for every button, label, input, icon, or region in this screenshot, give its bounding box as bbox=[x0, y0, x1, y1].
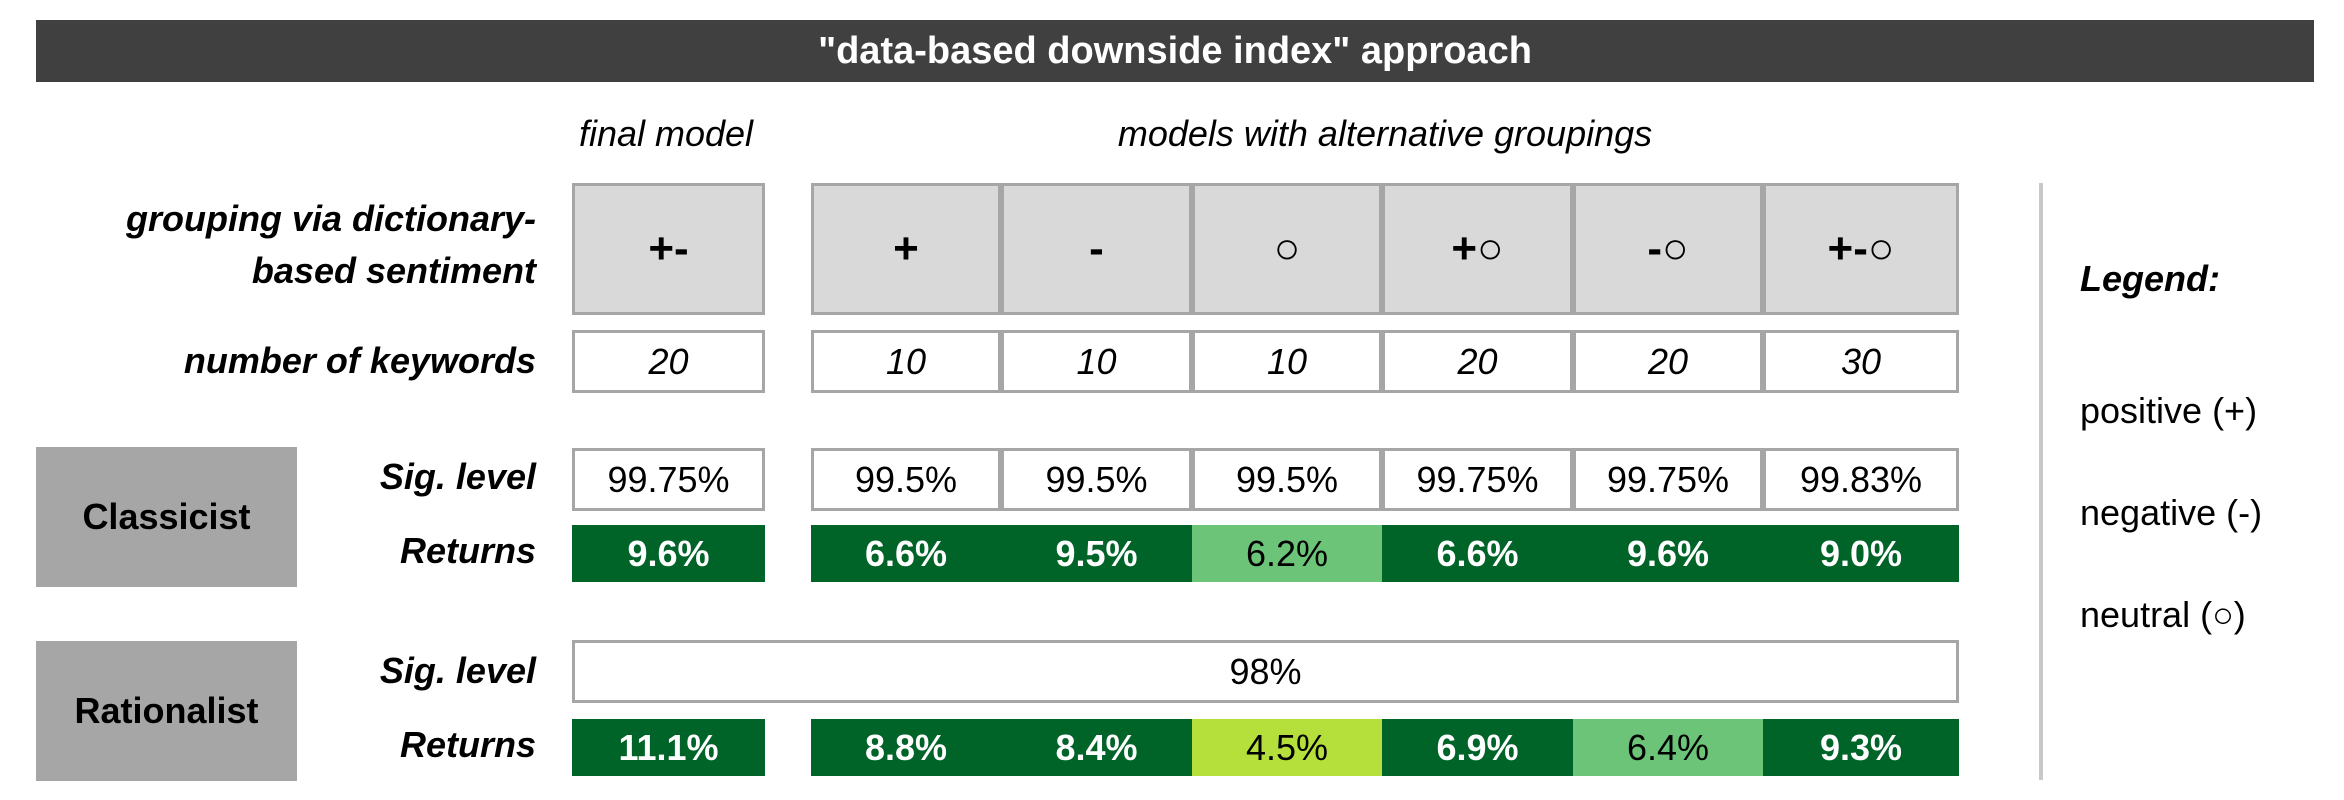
rationalist-sig-label: Sig. level bbox=[379, 650, 536, 691]
legend-title: Legend: bbox=[2080, 258, 2220, 299]
classicist-returns-cell: 6.6% bbox=[811, 525, 1001, 582]
classicist-returns-cell: 9.5% bbox=[1001, 525, 1192, 582]
rationalist-returns-cell: 4.5% bbox=[1192, 719, 1382, 776]
classicist-sig-level-cell: 99.83% bbox=[1763, 448, 1959, 511]
keywords-cell: 20 bbox=[1573, 330, 1763, 393]
keywords-row-label: number of keywords bbox=[183, 340, 536, 381]
strategy-label-rationalist: Rationalist bbox=[36, 641, 297, 781]
classicist-sig-level-cell: 99.75% bbox=[572, 448, 765, 511]
grouping-cell: +○ bbox=[1382, 183, 1573, 315]
keywords-cell: 10 bbox=[1192, 330, 1382, 393]
grouping-label-line2: based sentiment bbox=[251, 250, 536, 291]
keywords-cell: 10 bbox=[1001, 330, 1192, 393]
rationalist-returns-cell: 6.4% bbox=[1573, 719, 1763, 776]
classicist-returns-cell: 9.6% bbox=[1573, 525, 1763, 582]
classicist-sig-level-cell: 99.5% bbox=[811, 448, 1001, 511]
page-title: "data-based downside index" approach bbox=[36, 20, 2314, 82]
keywords-cell: 20 bbox=[1382, 330, 1573, 393]
grouping-cell: ○ bbox=[1192, 183, 1382, 315]
rationalist-returns-label: Returns bbox=[399, 724, 536, 765]
classicist-sig-label: Sig. level bbox=[379, 456, 536, 497]
alternatives-header: models with alternative groupings bbox=[1117, 113, 1653, 154]
final-model-header: final model bbox=[578, 113, 754, 154]
grouping-row-label: grouping via dictionary- based sentiment bbox=[40, 193, 536, 297]
keywords-cell: 30 bbox=[1763, 330, 1959, 393]
classicist-sig-level-cell: 99.75% bbox=[1573, 448, 1763, 511]
classicist-sig-level-cell: 99.5% bbox=[1001, 448, 1192, 511]
classicist-returns-cell: 9.6% bbox=[572, 525, 765, 582]
classicist-sig-level-cell: 99.75% bbox=[1382, 448, 1573, 511]
classicist-returns-cell: 6.2% bbox=[1192, 525, 1382, 582]
rationalist-sig-level-cell: 98% bbox=[572, 640, 1959, 703]
grouping-cell: +-○ bbox=[1763, 183, 1959, 315]
classicist-returns-label: Returns bbox=[399, 530, 536, 571]
legend-divider bbox=[2039, 183, 2043, 780]
rationalist-returns-cell: 8.8% bbox=[811, 719, 1001, 776]
keywords-cell: 20 bbox=[572, 330, 765, 393]
legend-item-neutral: neutral (○) bbox=[2080, 594, 2246, 635]
rationalist-returns-cell: 9.3% bbox=[1763, 719, 1959, 776]
strategy-label-classicist: Classicist bbox=[36, 447, 297, 587]
classicist-returns-cell: 6.6% bbox=[1382, 525, 1573, 582]
legend-item-negative: negative (-) bbox=[2080, 492, 2263, 533]
keywords-cell: 10 bbox=[811, 330, 1001, 393]
rationalist-returns-cell: 6.9% bbox=[1382, 719, 1573, 776]
classicist-returns-cell: 9.0% bbox=[1763, 525, 1959, 582]
grouping-cell: -○ bbox=[1573, 183, 1763, 315]
classicist-sig-level-cell: 99.5% bbox=[1192, 448, 1382, 511]
grouping-label-line1: grouping via dictionary- bbox=[125, 198, 536, 239]
rationalist-returns-cell: 8.4% bbox=[1001, 719, 1192, 776]
grouping-cell: - bbox=[1001, 183, 1192, 315]
grouping-cell: +- bbox=[572, 183, 765, 315]
legend-item-positive: positive (+) bbox=[2080, 390, 2258, 431]
grouping-cell: + bbox=[811, 183, 1001, 315]
rationalist-returns-cell: 11.1% bbox=[572, 719, 765, 776]
